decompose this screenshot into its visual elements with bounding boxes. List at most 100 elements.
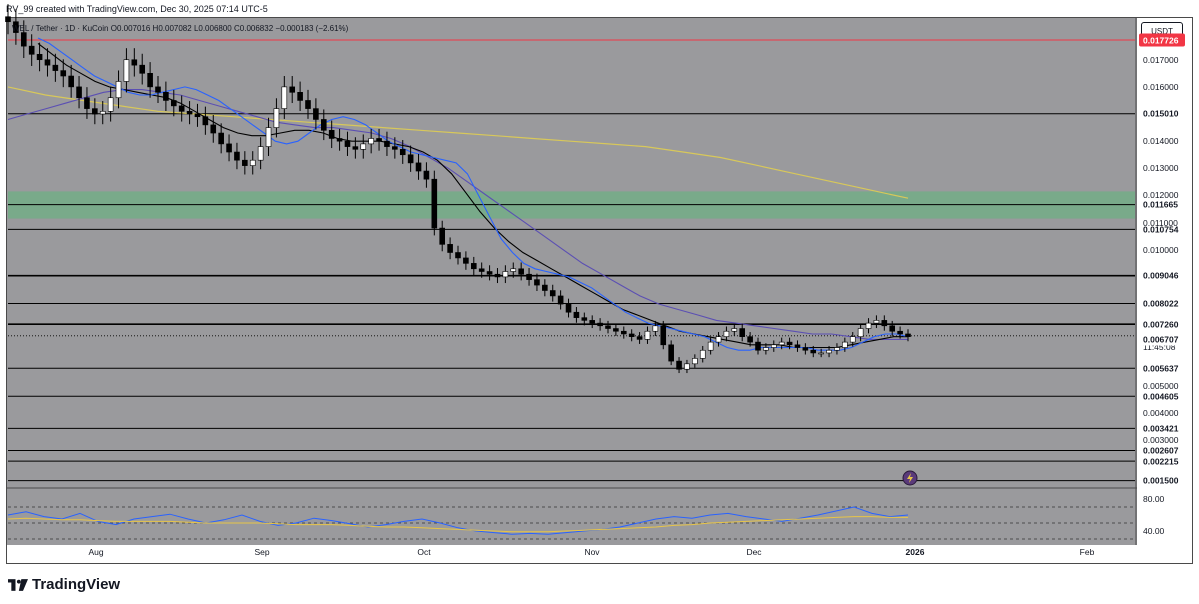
candle-down[interactable] bbox=[226, 143, 232, 153]
candle-down[interactable] bbox=[794, 344, 801, 348]
candle-up[interactable] bbox=[273, 108, 280, 128]
candle-down[interactable] bbox=[628, 333, 635, 337]
candle-down[interactable] bbox=[376, 138, 382, 142]
candle-down[interactable] bbox=[384, 140, 390, 147]
candle-down[interactable] bbox=[186, 111, 193, 115]
candle-down[interactable] bbox=[202, 116, 209, 126]
candle-down[interactable] bbox=[170, 100, 177, 107]
candle-down[interactable] bbox=[178, 105, 185, 112]
candle-down[interactable] bbox=[328, 130, 335, 139]
candle-down[interactable] bbox=[68, 75, 74, 88]
ma-fast-line[interactable] bbox=[37, 37, 909, 351]
candle-down[interactable] bbox=[28, 45, 35, 55]
candle-down[interactable] bbox=[486, 271, 493, 275]
candle-down[interactable] bbox=[478, 268, 485, 272]
ma-mid-line[interactable] bbox=[37, 42, 908, 349]
candle-down[interactable] bbox=[549, 290, 556, 297]
candle-down[interactable] bbox=[747, 336, 753, 343]
candle-down[interactable] bbox=[399, 149, 406, 156]
candle-up[interactable] bbox=[826, 349, 832, 354]
candle-down[interactable] bbox=[786, 341, 793, 346]
candle-up[interactable] bbox=[502, 271, 509, 278]
candle-up[interactable] bbox=[707, 341, 714, 351]
candle-down[interactable] bbox=[84, 97, 90, 109]
candle-up[interactable] bbox=[857, 328, 864, 337]
candle-down[interactable] bbox=[636, 336, 643, 340]
candle-down[interactable] bbox=[289, 86, 296, 93]
candle-up[interactable] bbox=[249, 159, 256, 166]
candle-up[interactable] bbox=[510, 268, 517, 272]
candle-down[interactable] bbox=[755, 341, 761, 351]
candle-down[interactable] bbox=[518, 268, 524, 275]
candle-down[interactable] bbox=[423, 170, 430, 180]
candle-down[interactable] bbox=[5, 16, 11, 23]
candle-down[interactable] bbox=[52, 64, 59, 71]
candle-down[interactable] bbox=[352, 146, 359, 150]
candle-up[interactable] bbox=[107, 97, 114, 112]
candle-down[interactable] bbox=[463, 257, 469, 264]
candle-down[interactable] bbox=[905, 333, 911, 337]
candle-down[interactable] bbox=[542, 284, 548, 291]
candle-down[interactable] bbox=[881, 320, 888, 327]
candle-down[interactable] bbox=[36, 53, 43, 61]
candle-down[interactable] bbox=[620, 330, 627, 335]
candle-down[interactable] bbox=[810, 349, 817, 354]
candle-up[interactable] bbox=[99, 111, 106, 115]
candle-down[interactable] bbox=[139, 64, 146, 74]
candle-up[interactable] bbox=[778, 341, 785, 346]
candle-down[interactable] bbox=[336, 138, 343, 142]
candle-up[interactable] bbox=[731, 328, 738, 332]
candle-up[interactable] bbox=[763, 347, 769, 351]
candle-down[interactable] bbox=[676, 360, 682, 370]
candle-down[interactable] bbox=[455, 252, 461, 259]
candle-down[interactable] bbox=[897, 330, 903, 335]
candle-down[interactable] bbox=[297, 92, 303, 101]
candle-up[interactable] bbox=[834, 347, 840, 351]
candle-down[interactable] bbox=[605, 325, 611, 329]
candle-down[interactable] bbox=[534, 279, 540, 286]
candle-down[interactable] bbox=[13, 21, 19, 33]
candle-down[interactable] bbox=[313, 108, 319, 120]
candle-up[interactable] bbox=[644, 330, 651, 340]
candle-down[interactable] bbox=[739, 328, 746, 337]
candle-down[interactable] bbox=[210, 124, 217, 134]
candle-down[interactable] bbox=[889, 325, 896, 332]
candle-down[interactable] bbox=[470, 263, 477, 270]
candle-up[interactable] bbox=[699, 349, 706, 359]
candle-down[interactable] bbox=[76, 86, 82, 99]
candle-down[interactable] bbox=[20, 32, 27, 47]
candle-down[interactable] bbox=[163, 92, 169, 101]
chart-frame[interactable] bbox=[6, 17, 1193, 564]
candle-down[interactable] bbox=[581, 317, 588, 321]
candle-up[interactable] bbox=[865, 322, 872, 329]
candle-up[interactable] bbox=[115, 81, 122, 99]
candle-down[interactable] bbox=[218, 132, 224, 145]
rsi-line[interactable] bbox=[7, 506, 909, 535]
candle-down[interactable] bbox=[305, 100, 311, 109]
candle-down[interactable] bbox=[589, 320, 596, 324]
candle-down[interactable] bbox=[613, 328, 619, 332]
candle-down[interactable] bbox=[344, 140, 351, 147]
candle-up[interactable] bbox=[692, 358, 698, 365]
candle-up[interactable] bbox=[257, 146, 264, 161]
candle-down[interactable] bbox=[565, 303, 572, 313]
candle-down[interactable] bbox=[392, 146, 398, 150]
candle-down[interactable] bbox=[194, 113, 201, 118]
candle-down[interactable] bbox=[557, 295, 564, 305]
candle-down[interactable] bbox=[526, 273, 532, 280]
candle-down[interactable] bbox=[494, 273, 501, 278]
candle-up[interactable] bbox=[715, 336, 722, 343]
rsi-ma-line[interactable] bbox=[7, 516, 908, 533]
candle-up[interactable] bbox=[684, 363, 690, 370]
candle-up[interactable] bbox=[123, 59, 130, 82]
candle-down[interactable] bbox=[155, 86, 161, 93]
candle-up[interactable] bbox=[652, 325, 659, 332]
candle-down[interactable] bbox=[131, 59, 138, 66]
candle-down[interactable] bbox=[668, 344, 674, 362]
candle-down[interactable] bbox=[597, 322, 603, 327]
candle-up[interactable] bbox=[360, 143, 367, 150]
candle-down[interactable] bbox=[234, 151, 240, 161]
candle-up[interactable] bbox=[818, 352, 824, 355]
candle-up[interactable] bbox=[281, 86, 288, 109]
